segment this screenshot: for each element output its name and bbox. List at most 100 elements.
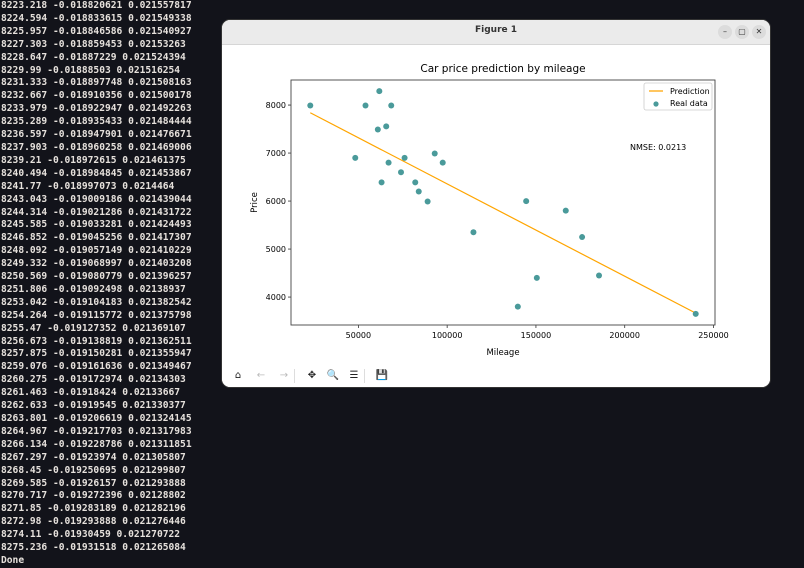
x-tick-label: 50000 (346, 331, 371, 340)
terminal-line: 8256.673 -0.019138819 0.021362511 (1, 335, 192, 347)
data-point (415, 188, 422, 195)
y-tick-label: 8000 (266, 101, 286, 110)
terminal-line: 8268.45 -0.019250695 0.021299807 (1, 464, 186, 476)
title-bar[interactable]: Figure 1 – ▢ ✕ (222, 20, 770, 45)
terminal-line: 8267.297 -0.01923974 0.021305807 (1, 451, 186, 463)
terminal-line: 8260.275 -0.019172974 0.02134303 (1, 374, 186, 386)
terminal-line: 8237.903 -0.018960258 0.021469006 (1, 141, 192, 153)
toolbar-separator (364, 369, 365, 383)
y-tick-label: 6000 (266, 197, 286, 206)
terminal-line: 8246.852 -0.019045256 0.021417307 (1, 232, 192, 244)
terminal-line: 8255.47 -0.019127352 0.021369107 (1, 322, 186, 334)
terminal-line: 8257.875 -0.019150281 0.021355947 (1, 348, 192, 360)
legend-real-data-label: Real data (670, 99, 708, 108)
window-title: Figure 1 (474, 25, 518, 35)
x-tick-label: 100000 (432, 331, 463, 340)
terminal-output: 8223.218 -0.018820621 0.021557817 8224.59… (0, 0, 221, 566)
plot-frame (290, 79, 716, 326)
data-point (533, 274, 540, 281)
back-button[interactable]: ← (253, 368, 269, 384)
terminal-line: 8270.717 -0.019272396 0.02128802 (1, 490, 186, 502)
terminal-line: 8231.333 -0.018897748 0.021508163 (1, 77, 192, 89)
terminal-line: 8223.218 -0.018820621 0.021557817 (1, 0, 192, 11)
data-point (401, 154, 408, 161)
data-point (376, 88, 383, 95)
data-point (523, 198, 530, 205)
data-point (562, 207, 569, 214)
home-icon: ⌂ (234, 370, 242, 381)
data-point (388, 102, 395, 109)
y-tick-label: 4000 (266, 293, 286, 302)
terminal-line: 8245.585 -0.019033281 0.021424493 (1, 219, 192, 231)
terminal-line: 8228.647 -0.01887229 0.021524394 (1, 51, 186, 63)
nmse-annotation: NMSE: 0.0213 (630, 143, 686, 152)
figure-window: Figure 1 – ▢ ✕ Car price prediction by m… (222, 20, 770, 387)
terminal-line: 8243.043 -0.019009186 0.021439044 (1, 193, 192, 205)
terminal-line: 8250.569 -0.019080779 0.021396257 (1, 271, 192, 283)
data-point (398, 169, 405, 176)
terminal-line: 8264.967 -0.019217703 0.021317983 (1, 425, 192, 437)
terminal-line: 8229.99 -0.01888503 0.021516254 (1, 64, 181, 76)
terminal-line: 8227.303 -0.018859453 0.02153263 (1, 38, 186, 50)
data-point (385, 159, 392, 166)
terminal-line: 8232.667 -0.018910356 0.021500178 (1, 90, 192, 102)
terminal-line: 8261.463 -0.01918424 0.02133667 (1, 387, 181, 399)
legend-prediction-label: Prediction (670, 87, 710, 96)
configure-subplots-icon: ☰ (349, 370, 359, 381)
zoom-button[interactable]: 🔍 (325, 368, 341, 384)
terminal-line: 8263.801 -0.019206619 0.021324145 (1, 413, 192, 424)
configure-subplots-button[interactable]: ☰ (346, 368, 362, 384)
forward-button[interactable]: → (276, 368, 292, 384)
data-point (352, 154, 359, 161)
close-button[interactable]: ✕ (752, 25, 766, 39)
data-point (514, 303, 521, 310)
terminal-line: 8266.134 -0.019228786 0.021311851 (1, 438, 192, 450)
save-button[interactable]: 💾 (374, 368, 390, 384)
terminal-line: 8244.314 -0.019021286 0.021431722 (1, 206, 192, 218)
toolbar-separator (294, 369, 295, 383)
data-point (412, 179, 419, 186)
data-point (692, 310, 699, 317)
pan-icon: ✥ (307, 370, 317, 381)
data-point (431, 150, 438, 157)
terminal-line: 8224.594 -0.018833615 0.021549338 (1, 12, 192, 24)
terminal-line: 8274.11 -0.01930459 0.021270722 (1, 529, 181, 541)
terminal-line: 8272.98 -0.019293888 0.021276446 (1, 516, 186, 528)
data-point (470, 229, 477, 236)
terminal-line: 8254.264 -0.019115772 0.021375798 (1, 309, 192, 321)
chart-title: Car price prediction by mileage (420, 63, 585, 75)
data-point (596, 272, 603, 279)
pan-button[interactable]: ✥ (304, 368, 320, 384)
legend-box (643, 82, 713, 111)
y-tick-label: 7000 (266, 149, 286, 158)
back-icon: ← (256, 370, 266, 381)
terminal-line: 8271.85 -0.019283189 0.021282196 (1, 503, 186, 515)
data-point (579, 234, 586, 241)
terminal-line: 8248.092 -0.019057149 0.021410229 (1, 245, 192, 257)
home-button[interactable]: ⌂ (230, 368, 246, 384)
terminal-line: 8269.585 -0.01926157 0.021293888 (1, 477, 186, 489)
terminal-line: 8236.597 -0.018947901 0.021476671 (1, 129, 192, 141)
y-tick-label: 5000 (266, 245, 286, 254)
data-point (439, 159, 446, 166)
y-axis-label: Price (250, 192, 260, 213)
x-axis-label: Mileage (486, 348, 519, 358)
data-point (362, 102, 369, 109)
data-point (424, 198, 431, 205)
data-point (378, 179, 385, 186)
toolbar: ⌂ ← → ✥ 🔍 ☰ 💾 (222, 365, 770, 387)
data-point (374, 126, 381, 133)
terminal-line: 8233.979 -0.018922947 0.021492263 (1, 103, 192, 115)
data-point (383, 123, 390, 130)
x-tick-label: 200000 (609, 331, 640, 340)
maximize-button[interactable]: ▢ (735, 25, 749, 39)
save-icon: 💾 (375, 370, 389, 381)
terminal-line: 8275.236 -0.01931518 0.021265084 (1, 542, 186, 554)
data-point (307, 102, 314, 109)
terminal-line: Done (1, 554, 25, 566)
minimize-button[interactable]: – (718, 25, 732, 39)
terminal-line: 8225.957 -0.018846586 0.021540927 (1, 25, 192, 37)
terminal-line: 8239.21 -0.018972615 0.021461375 (1, 154, 186, 166)
x-tick-label: 150000 (521, 331, 552, 340)
prediction-line (309, 112, 697, 314)
